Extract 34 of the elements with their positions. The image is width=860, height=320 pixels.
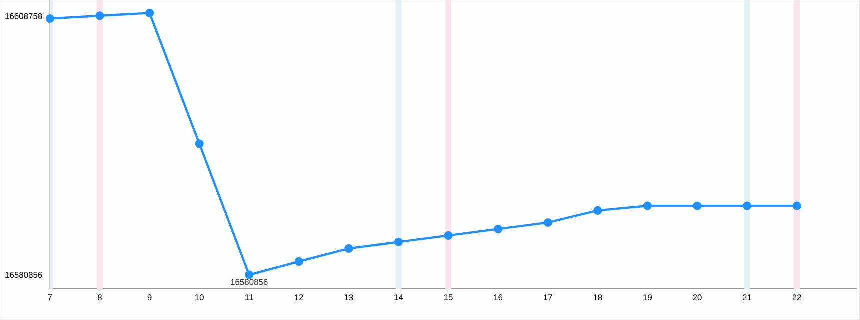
x-tick-label: 12 xyxy=(295,294,304,300)
x-tick-label: 20 xyxy=(693,294,702,300)
x-tick-label: 14 xyxy=(394,294,404,300)
point xyxy=(145,8,154,18)
x-tick-label: 22 xyxy=(792,294,802,300)
point xyxy=(344,244,354,253)
x-tick-label: 8 xyxy=(98,294,102,300)
x-tick-label: 13 xyxy=(344,294,354,300)
x-tick-label: 19 xyxy=(644,294,652,300)
point xyxy=(792,202,802,210)
point xyxy=(594,206,602,215)
point xyxy=(693,202,702,210)
point xyxy=(294,257,304,266)
x-tick-label: 21 xyxy=(742,294,752,300)
x-tick-label: 7 xyxy=(48,294,52,300)
point xyxy=(195,140,204,148)
y-tick-label: 16608758 xyxy=(6,13,42,20)
point xyxy=(494,224,503,234)
x-tick-label: 10 xyxy=(195,294,204,300)
x-tick-label: 15 xyxy=(444,294,453,300)
x-tick-label: 9 xyxy=(148,294,152,300)
point xyxy=(46,14,54,23)
x-tick-label: 16 xyxy=(494,294,503,300)
point xyxy=(96,12,104,20)
point xyxy=(544,218,552,227)
point xyxy=(643,202,652,210)
point xyxy=(245,270,254,280)
x-tick-label: 11 xyxy=(246,294,254,300)
point xyxy=(394,238,403,246)
x-tick-label: 18 xyxy=(594,294,602,300)
point xyxy=(742,202,752,210)
data-label: 16580856 xyxy=(231,279,268,286)
x-tick-label: 17 xyxy=(544,294,552,300)
point xyxy=(444,231,453,240)
